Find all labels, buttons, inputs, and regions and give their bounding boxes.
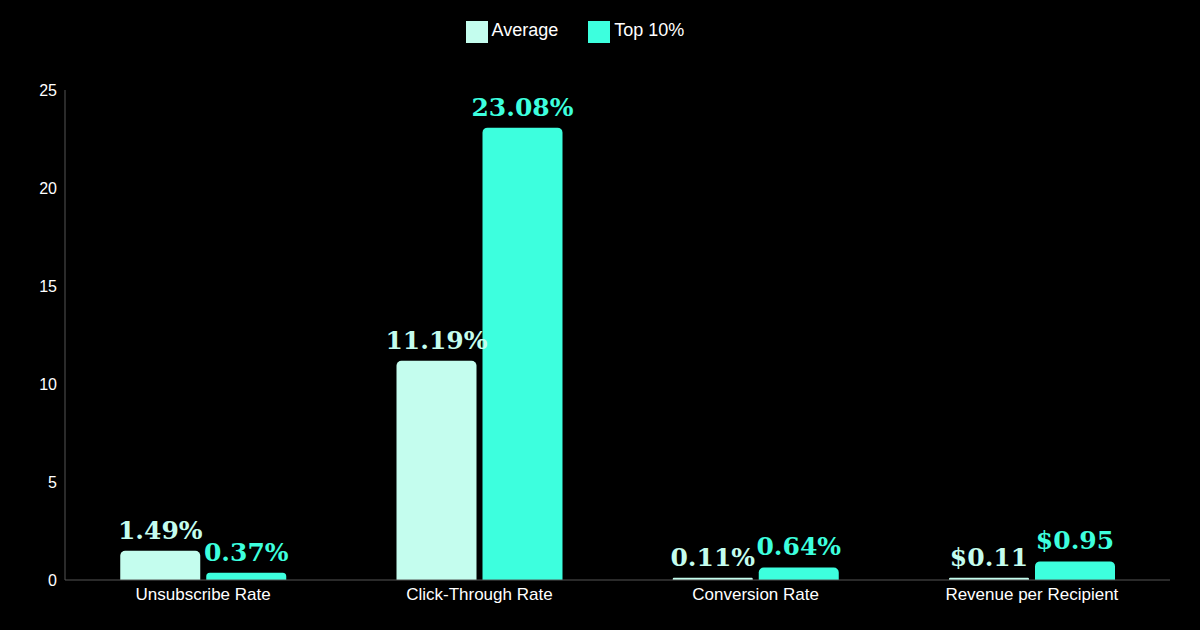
- svg-text:0.64%: 0.64%: [756, 532, 841, 561]
- svg-text:20: 20: [39, 180, 57, 197]
- html-text:Top 10%: Top 10%: [614, 20, 685, 40]
- svg-text:15: 15: [39, 278, 57, 295]
- svg-text:$0.11: $0.11: [950, 543, 1028, 572]
- svg-text:0: 0: [48, 572, 57, 589]
- svg-text:11.19%: 11.19%: [385, 326, 487, 355]
- svg-text:Unsubscribe Rate: Unsubscribe Rate: [136, 585, 271, 604]
- svg-text:1.49%: 1.49%: [118, 516, 203, 545]
- svg-text:10: 10: [39, 376, 57, 393]
- svg-text:Conversion Rate: Conversion Rate: [692, 585, 819, 604]
- html-text:Average: Average: [491, 20, 559, 40]
- svg-text:0.37%: 0.37%: [204, 538, 289, 567]
- svg-text:0.11%: 0.11%: [670, 543, 755, 572]
- svg-text:$0.95: $0.95: [1036, 526, 1114, 555]
- svg-text:25: 25: [39, 82, 57, 99]
- svg-text:5: 5: [48, 474, 57, 491]
- svg-text:23.08%: 23.08%: [471, 93, 573, 122]
- svg-text:Revenue per Recipient: Revenue per Recipient: [945, 585, 1118, 604]
- svg-text:Click-Through Rate: Click-Through Rate: [406, 585, 552, 604]
